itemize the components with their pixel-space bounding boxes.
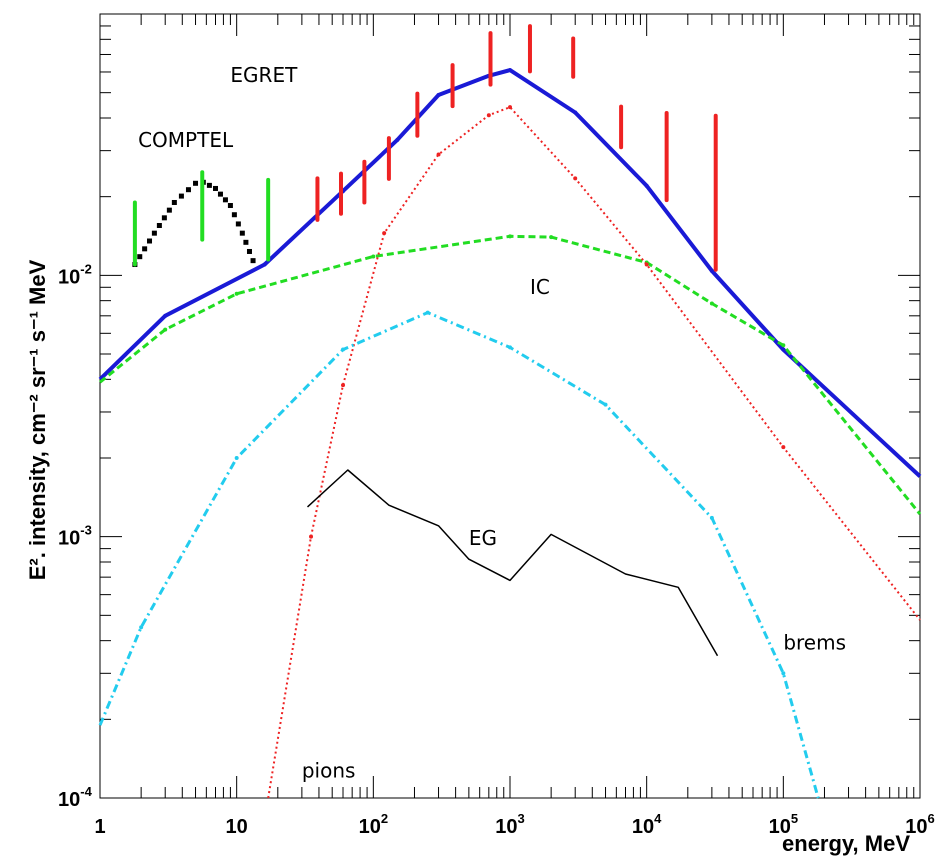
annotation-3: EG [469,526,497,550]
series-2-point [508,105,512,110]
series-5-point [171,199,177,205]
series-5-point [243,239,249,245]
y-tick-exponent: -3 [80,523,92,538]
series-5-point [222,197,228,203]
series-layer [98,68,922,799]
series-3-point [781,671,786,676]
series-1-point [371,254,376,259]
y-tick-exponent: -2 [80,261,92,276]
series-1-point [234,291,239,296]
series-0-point [508,68,512,73]
series-3-point [508,345,512,350]
series-2-point [382,231,387,236]
series-3-point [234,455,239,460]
series-1-point [549,235,554,240]
series-1-point [163,327,168,332]
y-tick-label: 10-3 [58,523,92,550]
y-tick-label: 10-2 [58,261,92,288]
series-0-point [709,268,714,273]
series-0-point [163,313,168,318]
series-4-line [306,469,719,657]
series-5-point [185,187,191,193]
x-tick-exponent: 3 [518,811,525,826]
series-3-point [139,625,144,630]
series-0-point [781,347,786,352]
series-5-point [227,203,233,209]
series-2-point [341,383,346,388]
annotations: EGRET COMPTEL IC EG brems pions [138,63,846,782]
x-tick-label: 103 [495,811,524,838]
annotation-1: COMPTEL [138,128,234,152]
series-1-point [781,343,786,348]
y-tick-exponent: -4 [80,784,92,799]
series-0-point [262,262,267,267]
series-2-point [309,534,314,539]
series-1-point [709,301,714,306]
x-tick-label: 1 [94,816,105,838]
x-tick-label: 104 [632,811,662,838]
series-2-line [267,106,921,799]
series-5-point [137,254,143,260]
series-5-point [147,238,153,244]
series-2-point [486,113,491,118]
x-tick-exponent: 2 [381,811,388,826]
x-axis-title: energy, MeV [782,831,910,856]
series-5-point [193,180,199,186]
series-1-line [99,234,922,516]
series-5-point [156,222,162,228]
series-5-point [250,258,256,264]
y-tick-label: 10-4 [58,784,93,811]
series-3-line [98,311,820,799]
minor-ticks [99,14,920,799]
annotation-2: IC [530,275,550,299]
series-5-point [212,185,218,191]
x-tick-exponent: 5 [791,811,798,826]
series-5-point [166,207,172,213]
series-5-point [246,248,252,254]
x-tick-label: 102 [359,811,388,838]
annotation-0: EGRET [230,63,298,87]
series-3-point [709,515,714,520]
x-tick-exponent: 4 [654,811,662,826]
series-5-point [239,230,245,236]
series-5-point [217,191,223,197]
series-2-point [573,176,578,181]
series-3-point [425,310,430,315]
annotation-4: brems [783,631,846,655]
annotation-5: pions [302,758,356,782]
y-axis-title: E². intensity, cm⁻² sr⁻¹ s⁻¹ MeV [25,259,50,580]
series-2-point [644,262,649,267]
series-5 [132,179,256,268]
series-0-point [395,137,400,142]
series-2-point [436,152,441,157]
series-3-point [341,347,346,352]
series-0-point [644,183,649,188]
series-5-point [178,193,184,199]
y-tick-labels: 10-4 10-3 10-2 [58,261,93,811]
series-0-point [436,92,441,97]
series-5-point [206,182,212,188]
series-0-point [573,110,578,115]
series-5-point [235,221,241,227]
series-5-point [161,215,167,221]
series-2-point [781,445,786,450]
x-tick-exponent: 6 [928,811,935,826]
errorbar-layer [132,24,718,272]
series-1-point [508,234,512,239]
series-5-point [151,230,157,236]
series-5-point [142,246,148,252]
x-tick-label: 10 [226,816,248,838]
series-5-point [231,212,237,218]
series-3-point [603,402,608,407]
